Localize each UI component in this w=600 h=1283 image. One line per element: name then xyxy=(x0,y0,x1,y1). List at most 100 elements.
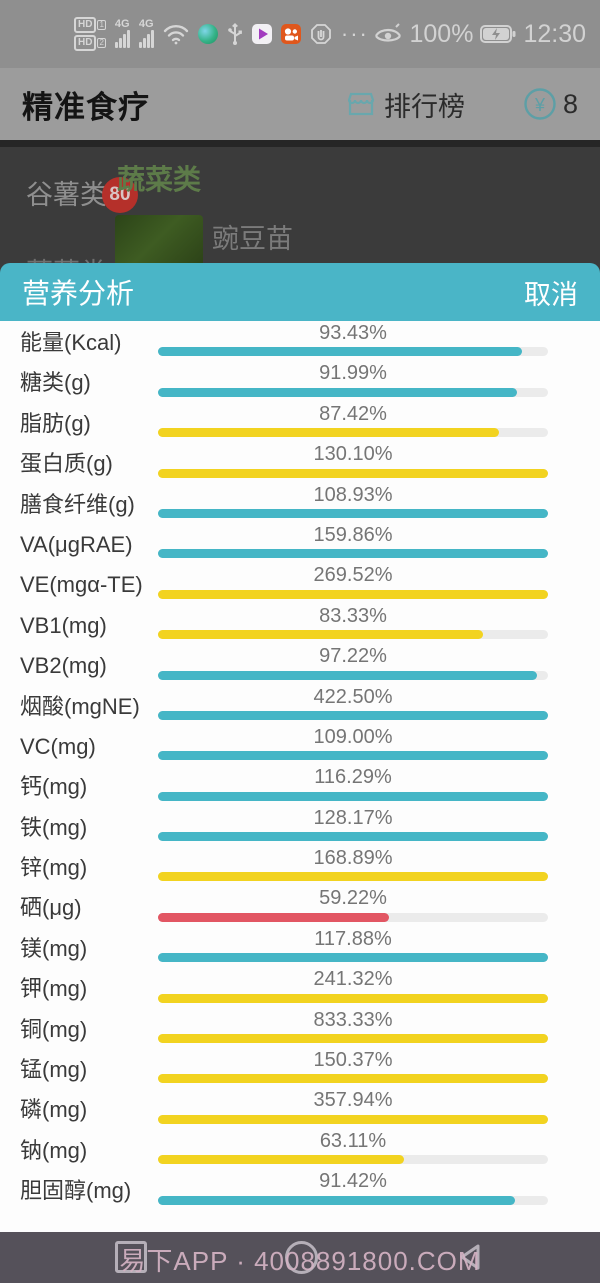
signal-4g-2-icon: 4G xyxy=(138,18,154,48)
wifi-icon xyxy=(163,23,189,45)
nutrient-bar-fill xyxy=(158,589,548,599)
nutrient-row: 锌(mg) 168.89% xyxy=(0,846,600,886)
back-button-icon[interactable] xyxy=(455,1242,485,1272)
nutrient-row: 铜(mg) 833.33% xyxy=(0,1008,600,1048)
nutrient-percent: 91.42% xyxy=(319,1170,387,1193)
more-icon: ··· xyxy=(340,21,369,46)
nutrient-bar-fill xyxy=(158,347,523,357)
nutrient-row: 铁(mg) 128.17% xyxy=(0,806,600,846)
coin-balance[interactable]: ¥ 8 xyxy=(523,87,578,121)
nutrient-bar-fill xyxy=(158,508,548,518)
nutrient-label: 镁(mg) xyxy=(20,935,88,961)
nutrient-bar-fill xyxy=(158,872,548,882)
progress-bar-track xyxy=(158,993,548,1003)
sidebar-item-grains[interactable]: 谷薯类 80 xyxy=(26,173,138,213)
progress-bar-track xyxy=(158,1155,548,1165)
nutrient-label: 磷(mg) xyxy=(20,1097,88,1123)
home-button-icon[interactable] xyxy=(284,1240,318,1274)
nutrient-row: VE(mgα-TE) 269.52% xyxy=(0,563,600,603)
nutrient-label: 硒(μg) xyxy=(20,895,82,921)
nutrient-label: 锌(mg) xyxy=(20,855,88,881)
progress-bar-track xyxy=(158,953,548,963)
progress-bar-track xyxy=(158,670,548,680)
watermark-text: 易下APP · 4008891800.COM xyxy=(119,1246,481,1276)
food-thumbnail[interactable] xyxy=(115,215,203,263)
nutrient-label: 能量(Kcal) xyxy=(20,330,122,355)
nutrient-row: 蛋白质(g) 130.10% xyxy=(0,442,600,482)
nutrient-row: 能量(Kcal) 93.43% xyxy=(0,321,600,361)
nutrient-bar-fill xyxy=(158,993,548,1003)
progress-bar-track xyxy=(158,1034,548,1044)
nutrient-label: 蛋白质(g) xyxy=(20,451,113,477)
nutrient-bar-fill xyxy=(158,428,499,438)
nutrient-label: VB1(mg) xyxy=(20,612,107,638)
nutrient-row: 烟酸(mgNE) 422.50% xyxy=(0,685,600,725)
progress-bar-track xyxy=(158,630,548,640)
nutrient-label: 胆固醇(mg) xyxy=(20,1178,132,1204)
nutrient-label: VA(μgRAE) xyxy=(20,531,133,557)
nutrient-bar-fill xyxy=(158,953,548,963)
nutrient-bar-fill xyxy=(158,468,548,478)
nutrient-bar-fill xyxy=(158,1034,548,1044)
nutrient-list: 能量(Kcal) 93.43% 糖类(g) 91.99% 脂肪(g) 87.42… xyxy=(0,321,600,1232)
nutrient-percent: 93.43% xyxy=(319,322,387,344)
nutrient-percent: 422.50% xyxy=(313,685,393,708)
recents-button-icon[interactable] xyxy=(115,1241,147,1273)
nutrient-label: 糖类(g) xyxy=(20,370,91,396)
nutrient-bar-fill xyxy=(158,751,548,761)
green-app-icon xyxy=(197,24,218,44)
dimmed-background-content: 谷薯类 80 蔬菜类 蔬菜类 豌豆苗 xyxy=(0,147,600,263)
kuaishou-app-icon xyxy=(280,24,301,44)
header-divider xyxy=(0,140,600,147)
nutrient-percent: 63.11% xyxy=(319,1129,387,1152)
nutrient-bar-fill xyxy=(158,549,548,559)
cancel-button[interactable]: 取消 xyxy=(524,279,578,310)
signal-4g-1-icon: 4G xyxy=(114,18,130,48)
hd2-icon: HD 2 xyxy=(74,35,106,51)
page-title: 精准食疗 xyxy=(22,89,150,125)
ranking-button[interactable]: 排行榜 xyxy=(346,85,465,124)
panel-header: 营养分析 取消 xyxy=(0,263,600,321)
hd1-icon: HD 1 xyxy=(74,17,106,33)
coin-count: 8 xyxy=(562,88,578,119)
progress-bar-track xyxy=(158,589,548,599)
progress-bar-track xyxy=(158,347,548,357)
nutrient-row: 镁(mg) 117.88% xyxy=(0,927,600,967)
nutrient-percent: 97.22% xyxy=(319,645,387,668)
nutrient-bar-fill xyxy=(158,1155,405,1165)
nutrient-row: 锰(mg) 150.37% xyxy=(0,1048,600,1088)
nutrient-label: 钾(mg) xyxy=(20,976,88,1002)
nutrient-label: 铁(mg) xyxy=(20,814,88,840)
ranking-label: 排行榜 xyxy=(383,91,465,122)
count-badge: 80 xyxy=(102,177,138,213)
nutrient-percent: 91.99% xyxy=(319,362,387,385)
video-player-app-icon xyxy=(251,24,272,44)
nutrient-percent: 109.00% xyxy=(313,725,393,748)
nutrient-label: 膳食纤维(g) xyxy=(20,491,135,517)
progress-bar-track xyxy=(158,872,548,882)
progress-bar-track xyxy=(158,468,548,478)
status-time: 12:30 xyxy=(523,19,586,48)
nutrient-percent: 168.89% xyxy=(313,847,393,870)
nutrient-bar-fill xyxy=(158,1114,548,1124)
sidebar-item-vegetables[interactable]: 蔬菜类 xyxy=(26,251,107,263)
nutrient-label: VC(mg) xyxy=(20,733,96,759)
nutrient-percent: 150.37% xyxy=(313,1049,393,1072)
nutrition-panel: 营养分析 取消 能量(Kcal) 93.43% 糖类(g) 91.99% 脂肪(… xyxy=(0,263,600,1232)
food-name[interactable]: 豌豆苗 xyxy=(212,224,293,254)
nutrient-row: 糖类(g) 91.99% xyxy=(0,361,600,401)
battery-charging-icon xyxy=(480,24,516,44)
nutrient-bar-fill xyxy=(158,387,517,397)
nutrient-row: 胆固醇(mg) 91.42% xyxy=(0,1169,600,1209)
nutrient-bar-fill xyxy=(158,912,389,922)
nutrient-row: 钠(mg) 63.11% xyxy=(0,1129,600,1169)
nutrient-row: VB2(mg) 97.22% xyxy=(0,644,600,684)
nutrient-label: 锰(mg) xyxy=(20,1057,88,1083)
nutrient-percent: 241.32% xyxy=(313,968,393,991)
sidebar-item-label: 谷薯类 xyxy=(26,180,107,210)
nutrient-label: 烟酸(mgNE) xyxy=(20,693,140,719)
nutrient-row: 膳食纤维(g) 108.93% xyxy=(0,483,600,523)
nutrient-row: VA(μgRAE) 159.86% xyxy=(0,523,600,563)
svg-text:¥: ¥ xyxy=(534,95,546,115)
app-header: 精准食疗 排行榜 ¥ 8 xyxy=(0,68,600,140)
